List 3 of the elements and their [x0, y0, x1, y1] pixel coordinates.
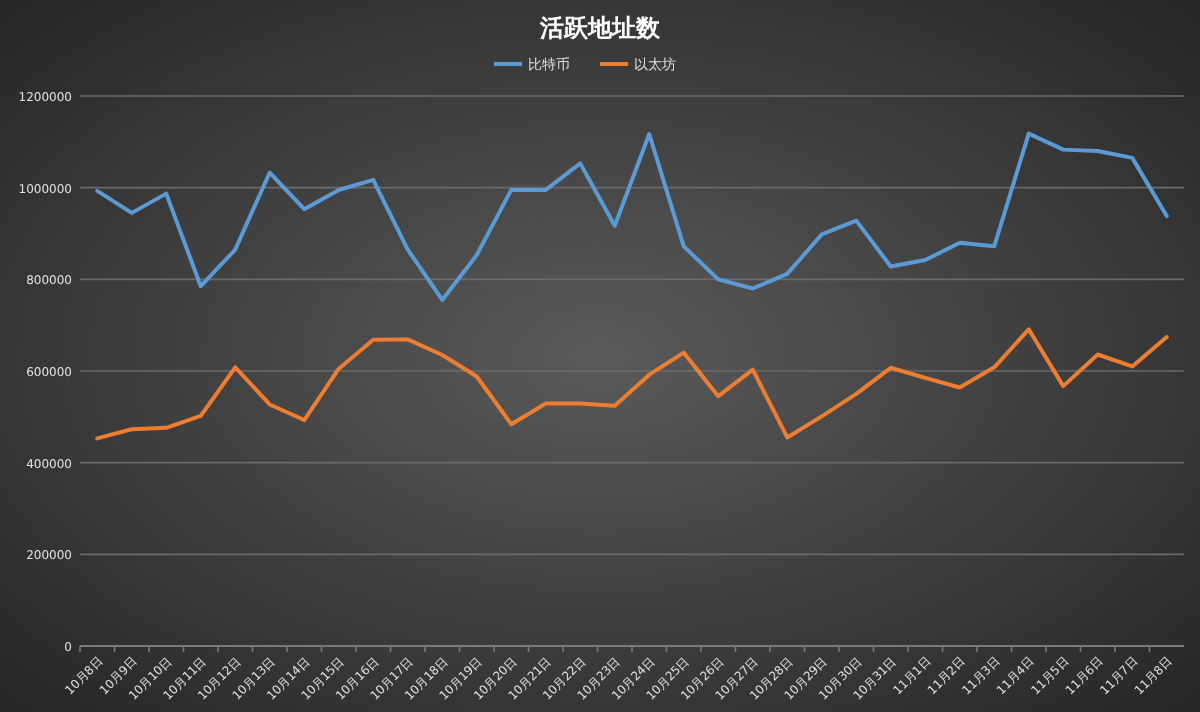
chart-title: 活跃地址数 [538, 14, 662, 42]
line-series [95, 131, 1169, 302]
line-series [95, 327, 1169, 441]
